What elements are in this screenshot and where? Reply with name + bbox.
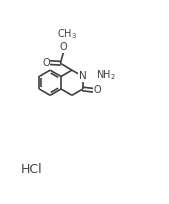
Text: NH$_2$: NH$_2$ <box>96 68 116 82</box>
Text: HCl: HCl <box>21 163 42 176</box>
Text: O: O <box>60 42 67 52</box>
Text: O: O <box>93 85 101 95</box>
Text: CH$_3$: CH$_3$ <box>57 27 77 41</box>
Text: O: O <box>42 58 50 68</box>
Text: N: N <box>79 71 87 81</box>
